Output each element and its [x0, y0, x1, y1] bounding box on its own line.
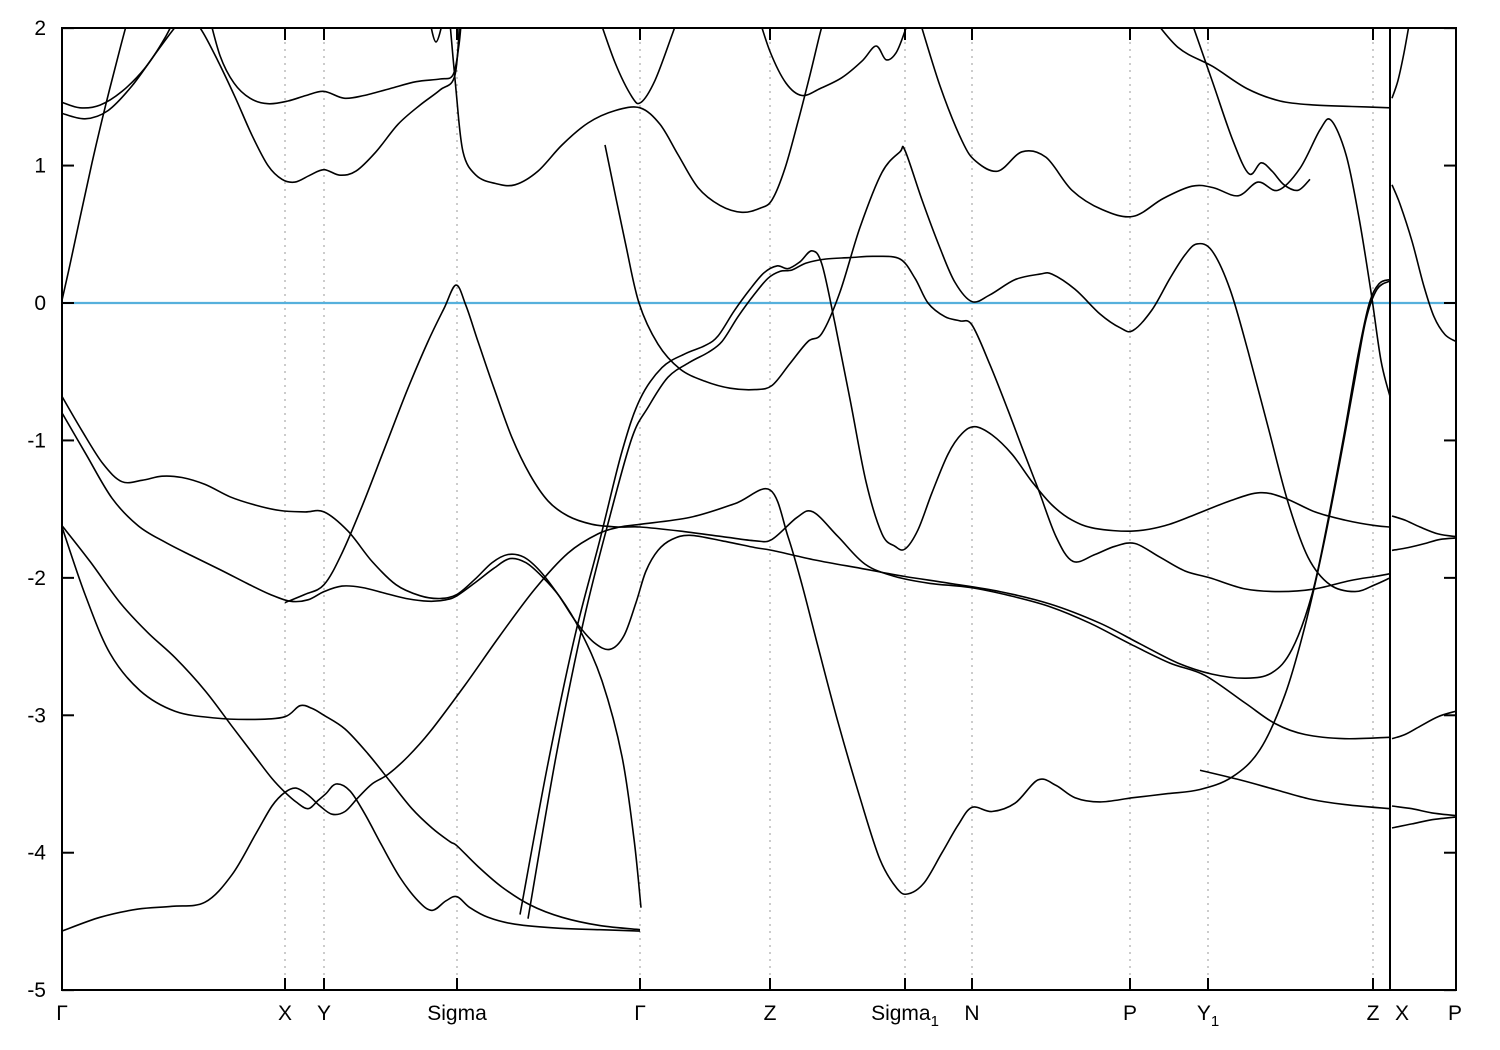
band-curve-bottom-diagonal-deepV	[62, 280, 1391, 932]
band-curve-pair-b-n-plunge	[527, 255, 1391, 919]
band-curve-deep-left	[62, 526, 641, 931]
y-axis-label: -1	[27, 429, 46, 452]
band-curve-upper-left-valley	[62, 28, 460, 184]
k-point-label: Z	[764, 1002, 777, 1025]
band-curve-p2-zero-crosser	[1391, 184, 1456, 343]
band-curve-z-sigma1-top	[761, 28, 907, 97]
y-axis-label: 2	[34, 17, 46, 40]
k-point-label: N	[964, 1002, 979, 1025]
band-curve-top-notch	[430, 28, 442, 43]
y-axis-label: -2	[27, 567, 46, 590]
band-curve-mid-left-riser	[62, 278, 1391, 680]
band-curve-upper-right-wave	[921, 28, 1391, 397]
band-curve-upper-left-a	[62, 28, 172, 109]
k-point-label: X	[278, 1002, 292, 1025]
k-point-label: Z	[1367, 1002, 1380, 1025]
band-curve-p2-low-wedge-b	[1391, 816, 1456, 829]
k-point-label: Y1	[1197, 1002, 1219, 1030]
band-curve-p2-upper-flat-a	[1391, 515, 1456, 538]
band-curve-upper-right-flat	[1159, 28, 1391, 109]
plot-border	[61, 27, 1457, 991]
band-curve-p2-top-riser	[1391, 28, 1410, 99]
k-point-label: P	[1123, 1002, 1137, 1025]
band-curve-p2-upper-flat-b	[1391, 537, 1456, 552]
k-point-label: Sigma1	[871, 1002, 939, 1030]
band-curve-gamma-dip	[601, 28, 676, 105]
band-curve-upper-right-hook	[1192, 28, 1311, 192]
band-curve-flat-bottom-right	[1199, 769, 1391, 810]
band-curve-gamma-wave	[449, 28, 823, 214]
y-axis-label: -5	[27, 979, 46, 1002]
band-curve-shelf-band	[211, 28, 462, 105]
k-point-label: Γ	[56, 1002, 68, 1025]
k-point-label: P	[1448, 1002, 1462, 1025]
y-axis-label: 1	[34, 155, 46, 178]
band-curve-pair-a-sigma1-valley	[519, 250, 1391, 915]
k-point-label: Sigma	[427, 1002, 487, 1025]
y-axis-label: -3	[27, 704, 46, 727]
k-point-label: Γ	[634, 1002, 646, 1025]
y-axis-label: -4	[27, 842, 46, 865]
band-curve-tent-cluster	[284, 284, 1391, 740]
band-curve-mid-left-2	[62, 412, 642, 908]
band-curve-gamma-steep-riser	[62, 28, 127, 301]
band-curve-p2-low-wedge-a	[1391, 805, 1456, 817]
y-axis-label: 0	[34, 292, 46, 315]
band-curve-mountain-band	[604, 144, 1391, 593]
band-curve-p2-mid-riser	[1391, 710, 1456, 740]
band-curve-eye-band	[62, 525, 641, 932]
k-point-label: Y	[317, 1002, 331, 1025]
k-point-label: X	[1395, 1002, 1409, 1025]
